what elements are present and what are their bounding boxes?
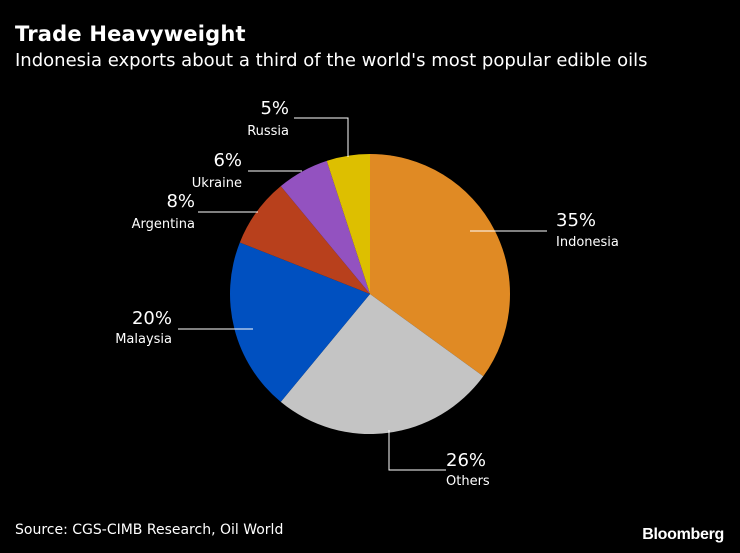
pct-label-indonesia: 35%: [556, 210, 596, 231]
pct-label-others: 26%: [446, 450, 486, 471]
chart-title: Trade Heavyweight: [15, 22, 246, 46]
pie-slice-malaysia: [229, 242, 370, 402]
pie-slice-ukraine: [280, 160, 370, 294]
bloomberg-logo: Bloomberg: [642, 526, 724, 543]
pie-slice-indonesia: [370, 154, 510, 377]
chart-subtitle: Indonesia exports about a third of the w…: [15, 50, 648, 71]
pie-slice-others: [280, 294, 484, 434]
pct-label-argentina: 8%: [166, 191, 195, 212]
slice-label-others: Others: [446, 474, 490, 489]
pct-label-malaysia: 20%: [132, 308, 172, 329]
leader-line-russia: [294, 117, 349, 157]
slice-label-russia: Russia: [247, 124, 289, 139]
slice-label-malaysia: Malaysia: [115, 332, 172, 347]
leader-line-others: [388, 430, 446, 471]
slice-label-argentina: Argentina: [132, 217, 195, 232]
pie-slice-argentina: [239, 186, 370, 294]
pie-slice-russia: [326, 154, 370, 294]
pct-label-russia: 5%: [260, 98, 289, 119]
slice-label-ukraine: Ukraine: [192, 176, 242, 191]
source-note: Source: CGS-CIMB Research, Oil World: [15, 522, 284, 538]
slice-label-indonesia: Indonesia: [556, 235, 619, 250]
pct-label-ukraine: 6%: [213, 150, 242, 171]
